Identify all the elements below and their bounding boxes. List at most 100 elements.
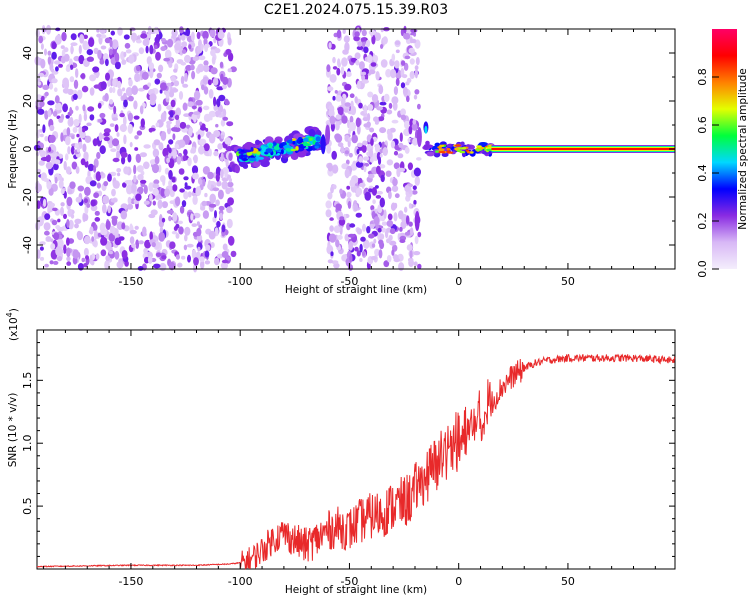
noise-blob [344,42,350,52]
noise-blob [51,78,58,84]
noise-blob [76,146,80,153]
noise-blob [191,70,196,80]
noise-blob [209,28,216,38]
noise-blob [414,89,420,95]
noise-blob [147,256,153,264]
noise-blob [143,247,148,255]
noise-blob [222,76,229,85]
noise-blob [123,99,128,108]
noise-blob [47,50,52,56]
noise-blob [331,150,338,160]
noise-blob [96,33,102,38]
noise-blob [48,187,54,196]
noise-blob [374,185,379,189]
noise-blob [346,191,352,198]
noise-blob [37,72,45,78]
noise-blob [37,81,42,86]
noise-blob [108,142,114,149]
noise-blob [76,230,82,239]
noise-blob [94,210,100,216]
noise-blob [184,54,191,63]
noise-blob [202,210,209,219]
snr-scale-label: (x10 [8,317,20,341]
noise-blob [213,150,219,157]
noise-blob [158,142,164,151]
noise-blob [362,140,368,146]
noise-blob [181,49,187,54]
noise-blob [180,61,187,66]
noise-blob [360,236,366,242]
noise-blob [187,254,191,263]
noise-blob [361,71,367,76]
noise-blob [207,171,214,180]
signal-core-blob [238,151,246,154]
noise-blob [83,235,91,245]
noise-blob [99,59,105,65]
noise-blob [341,57,348,67]
noise-blob [92,66,100,73]
noise-blob [380,44,384,49]
noise-blob [75,105,79,111]
signal-core-blob [256,151,261,155]
noise-blob [92,138,98,147]
noise-blob [55,225,61,230]
signal-core-blob [302,141,308,147]
noise-blob [143,161,150,170]
noise-blob [97,118,103,123]
noise-blob [99,145,106,155]
noise-blob [376,190,384,195]
noise-blob [399,132,403,142]
noise-blob [140,179,147,184]
noise-blob [50,243,56,250]
noise-blob [356,124,361,135]
noise-blob [402,74,408,79]
noise-blob [119,123,127,133]
noise-blob [180,75,185,85]
boundary-streak [325,124,331,145]
noise-blob [367,54,373,64]
noise-blob [216,253,224,259]
noise-blob [218,94,226,102]
noise-blob [354,52,361,60]
noise-blob [121,222,126,230]
noise-blob [386,255,392,263]
noise-blob [110,30,116,36]
noise-blob [181,41,188,48]
noise-blob [197,246,201,252]
noise-blob [93,229,98,240]
noise-blob [228,152,233,162]
noise-blob [182,83,189,88]
noise-blob [366,226,371,234]
noise-blob [103,136,110,142]
noise-blob [58,179,64,189]
noise-blob [334,90,338,94]
noise-blob [230,66,237,73]
noise-blob [149,231,153,241]
noise-blob [405,215,410,225]
noise-blob [367,91,374,98]
noise-blob [195,186,202,197]
noise-blob [123,92,127,100]
noise-blob [414,176,420,186]
noise-blob [135,193,142,201]
noise-blob [202,76,210,85]
noise-blob [222,84,227,90]
spectrogram-y-tick-label: 0 [21,146,34,153]
signal-core-blob [243,149,252,153]
noise-blob [378,239,384,246]
noise-blob [344,150,350,155]
noise-blob [328,233,337,243]
noise-blob [152,200,156,206]
noise-blob [227,68,232,73]
noise-blob [347,264,354,271]
noise-blob [374,32,381,41]
noise-blob [355,117,361,128]
noise-blob [73,55,80,62]
noise-blob [230,250,237,258]
noise-blob [343,35,350,43]
noise-blob [159,262,167,272]
snr-panel: -150 -100 -50 0 50 0.5 1.0 1.5 Height of straig… [5,308,676,596]
noise-blob [157,199,163,209]
noise-blob [191,249,197,260]
noise-blob [82,128,86,133]
